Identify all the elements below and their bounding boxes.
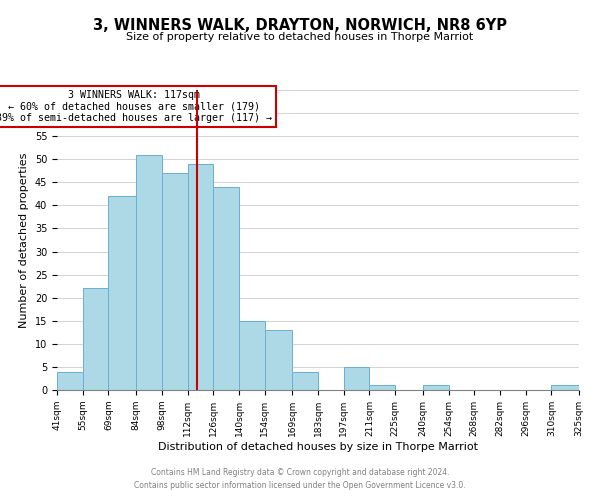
Text: 3 WINNERS WALK: 117sqm
← 60% of detached houses are smaller (179)
39% of semi-de: 3 WINNERS WALK: 117sqm ← 60% of detached… bbox=[0, 90, 272, 123]
Text: 3, WINNERS WALK, DRAYTON, NORWICH, NR8 6YP: 3, WINNERS WALK, DRAYTON, NORWICH, NR8 6… bbox=[93, 18, 507, 32]
Text: Size of property relative to detached houses in Thorpe Marriot: Size of property relative to detached ho… bbox=[127, 32, 473, 42]
Bar bbox=[551, 386, 579, 390]
Bar bbox=[162, 173, 187, 390]
Bar bbox=[57, 372, 83, 390]
X-axis label: Distribution of detached houses by size in Thorpe Marriot: Distribution of detached houses by size … bbox=[158, 442, 478, 452]
Bar bbox=[109, 196, 136, 390]
Bar bbox=[136, 154, 162, 390]
Bar bbox=[187, 164, 213, 390]
Bar bbox=[213, 187, 239, 390]
Text: Contains HM Land Registry data © Crown copyright and database right 2024.
Contai: Contains HM Land Registry data © Crown c… bbox=[134, 468, 466, 490]
Bar bbox=[265, 330, 292, 390]
Bar bbox=[239, 321, 265, 390]
Bar bbox=[344, 367, 370, 390]
Bar bbox=[292, 372, 318, 390]
Bar bbox=[423, 386, 449, 390]
Y-axis label: Number of detached properties: Number of detached properties bbox=[19, 152, 29, 328]
Bar bbox=[370, 386, 395, 390]
Bar bbox=[83, 288, 109, 390]
